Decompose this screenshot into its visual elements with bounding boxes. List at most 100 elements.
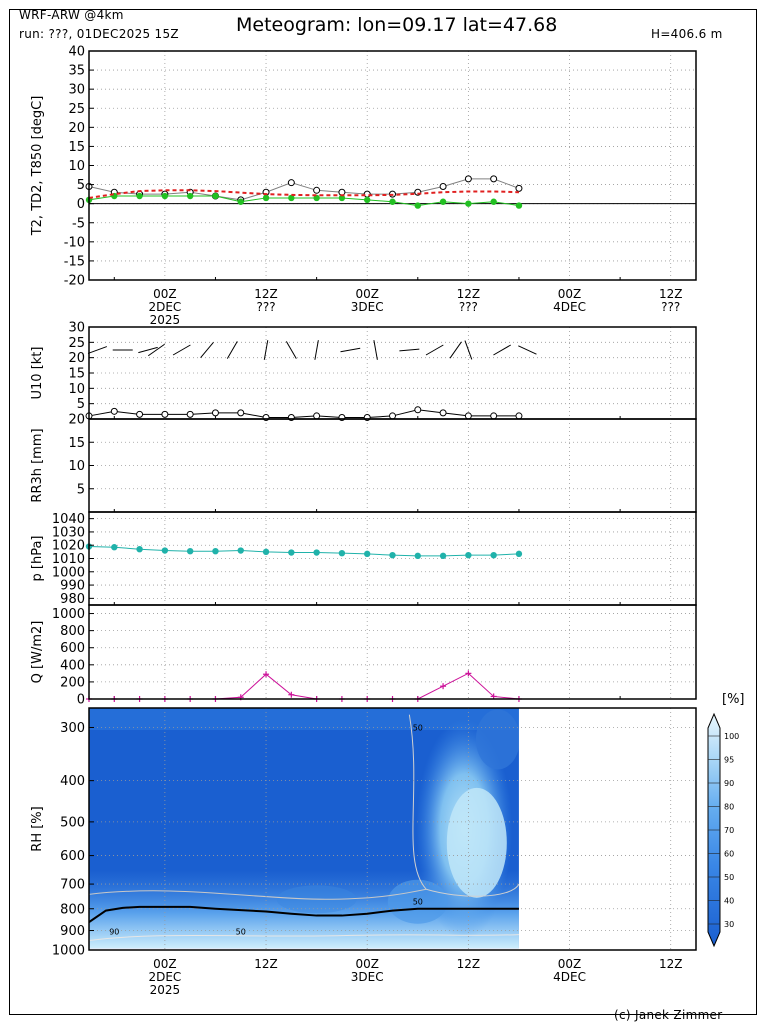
y-tick-label: 990 xyxy=(60,579,85,594)
data-point xyxy=(111,544,118,551)
colorbar-label: 40 xyxy=(724,897,734,906)
data-point xyxy=(161,410,169,418)
y-axis-label: U10 [kt] xyxy=(30,347,45,400)
contour-label: 50 xyxy=(413,898,423,907)
data-point xyxy=(414,552,421,560)
data-point xyxy=(136,192,143,200)
data-point xyxy=(287,179,295,187)
data-point xyxy=(464,175,472,183)
x-tick-label: 2025 xyxy=(150,313,181,327)
data-point xyxy=(515,202,523,209)
wind-barb xyxy=(425,344,444,356)
wind-barb xyxy=(493,344,512,356)
y-tick-label: 700 xyxy=(60,878,85,893)
data-point xyxy=(439,552,447,560)
data-point xyxy=(414,406,422,414)
x-tick-label: 12Z xyxy=(457,957,481,971)
series-p xyxy=(85,543,523,560)
x-tick-label: 12Z xyxy=(457,287,481,301)
series-Q xyxy=(86,670,522,702)
wind-barb xyxy=(518,345,537,355)
data-point xyxy=(211,409,219,417)
wind-barb xyxy=(285,341,297,359)
data-point xyxy=(338,549,346,557)
chart-title: Meteogram: lon=09.17 lat=47.68 xyxy=(236,14,558,36)
x-tick-label: 00Z xyxy=(558,957,582,971)
wind-barb xyxy=(399,348,420,352)
y-tick-label: 1000 xyxy=(52,565,85,580)
x-tick-label: ??? xyxy=(661,300,680,314)
x-tick-label: 2DEC xyxy=(148,970,181,984)
data-point xyxy=(161,192,169,200)
y-tick-label: 5 xyxy=(77,178,85,193)
series-T850 xyxy=(88,189,519,199)
data-point xyxy=(313,194,320,202)
data-point xyxy=(313,549,320,556)
y-tick-label: 200 xyxy=(60,675,85,690)
series-line xyxy=(89,672,520,700)
series-line xyxy=(88,195,520,207)
data-point xyxy=(262,194,270,202)
wind-barb xyxy=(226,341,238,359)
data-point xyxy=(439,198,447,205)
data-point xyxy=(389,412,396,420)
credit-label: (c) Janek Zimmer xyxy=(614,1008,723,1022)
wind-barb xyxy=(147,343,165,357)
wind-barb xyxy=(263,340,269,360)
data-point xyxy=(136,546,143,553)
data-point xyxy=(161,547,169,554)
data-point xyxy=(364,550,371,558)
colorbar-label: 95 xyxy=(724,756,734,765)
rh-fill xyxy=(89,708,519,730)
x-tick-label: ??? xyxy=(256,300,275,314)
meteogram-frame xyxy=(9,9,757,1015)
contour-label: 50 xyxy=(413,723,423,732)
data-point xyxy=(263,671,270,678)
data-point xyxy=(186,192,194,200)
y-axis-label: RR3h [mm] xyxy=(30,428,45,502)
y-tick-label: 15 xyxy=(68,436,85,451)
y-tick-label: 35 xyxy=(68,64,85,79)
data-point xyxy=(490,198,497,205)
wind-barb xyxy=(172,344,191,356)
data-point xyxy=(389,198,396,205)
x-tick-label: 00Z xyxy=(153,287,177,301)
x-tick-label: 12Z xyxy=(659,957,683,971)
data-point xyxy=(515,412,523,420)
x-tick-label: 3DEC xyxy=(351,300,384,314)
contour-label: 50 xyxy=(236,928,246,937)
data-point xyxy=(439,409,447,417)
y-axis-label: p [hPa] xyxy=(30,536,45,582)
wind-barb xyxy=(464,340,473,360)
y-axis-label: Q [W/m2] xyxy=(30,621,45,684)
y-tick-label: -20 xyxy=(64,274,85,289)
y-tick-label: 30 xyxy=(68,83,85,98)
data-point xyxy=(313,412,321,420)
contour-label: 90 xyxy=(109,928,119,937)
data-point xyxy=(490,175,498,183)
colorbar-unit: [%] xyxy=(722,692,745,707)
y-tick-label: 10 xyxy=(68,382,85,397)
series-line xyxy=(88,546,519,557)
data-point xyxy=(515,550,523,558)
data-point xyxy=(237,198,244,205)
y-tick-label: 1030 xyxy=(52,525,85,540)
x-tick-label: 12Z xyxy=(254,957,278,971)
y-tick-label: 15 xyxy=(68,367,85,382)
wind-barb xyxy=(87,346,107,354)
rh-empty xyxy=(518,708,696,950)
colorbar-label: 30 xyxy=(724,920,734,929)
y-tick-label: 5 xyxy=(77,397,85,412)
data-point xyxy=(288,691,295,698)
wind-barb xyxy=(449,341,462,359)
data-point xyxy=(288,549,295,556)
y-tick-label: 40 xyxy=(68,45,85,60)
x-tick-label: 4DEC xyxy=(553,300,586,314)
wind-barb xyxy=(138,346,158,354)
y-tick-label: 400 xyxy=(60,658,85,673)
y-tick-label: 600 xyxy=(60,641,85,656)
y-tick-label: 10 xyxy=(68,159,85,174)
y-tick-label: 800 xyxy=(60,902,85,917)
y-tick-label: 25 xyxy=(68,102,85,117)
panel-frame xyxy=(88,511,697,606)
